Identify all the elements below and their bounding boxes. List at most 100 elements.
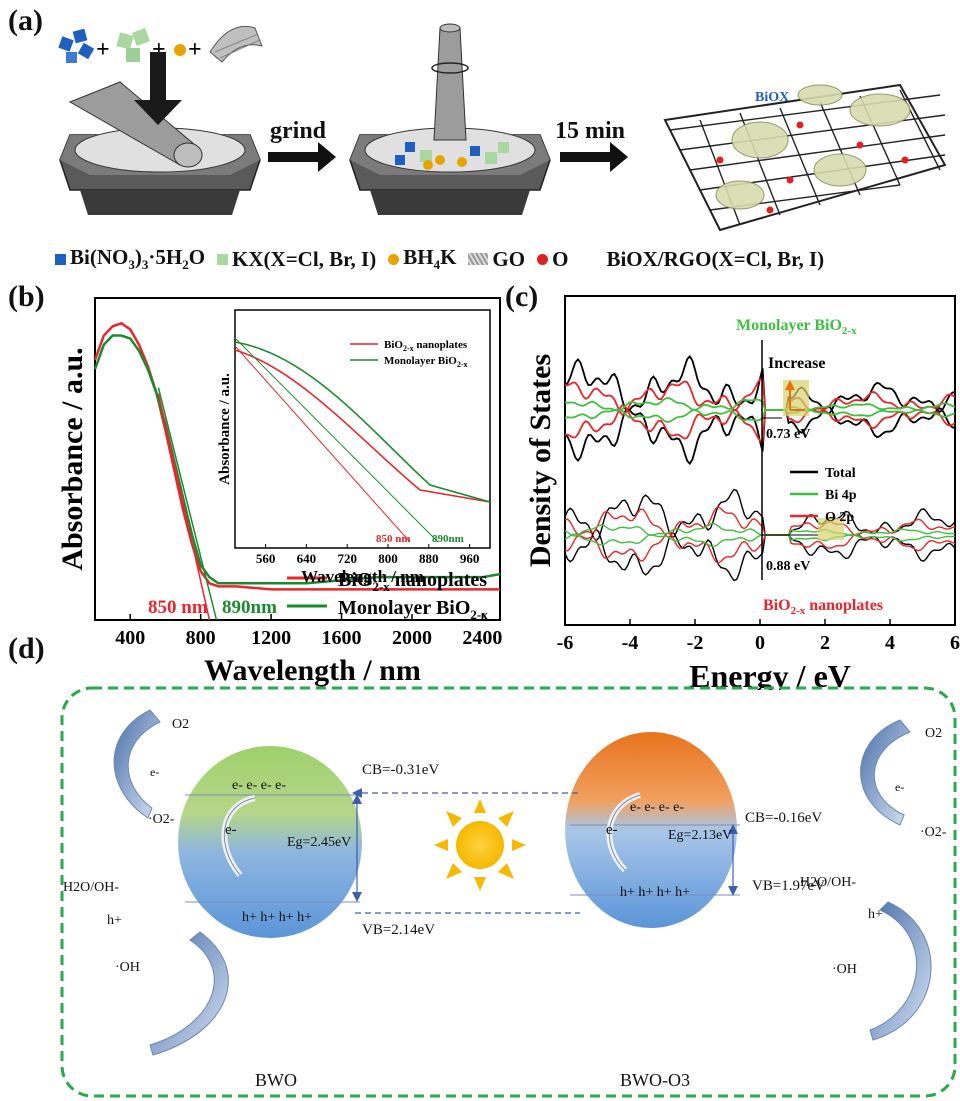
dos-bottom-down [564, 528, 956, 582]
gap-bottom-label: 0.88 eV [766, 559, 810, 574]
right-o2-label: O2 [925, 726, 943, 741]
x-tick-label: 2 [820, 632, 830, 654]
bwo-cb-label: CB=-0.31eV [362, 762, 440, 778]
top-material-label: Monolayer BiO2-x [736, 317, 857, 337]
x-tick-label: -2 [687, 632, 704, 654]
dos-top-down [564, 407, 956, 423]
right-o2-arrow-icon [860, 719, 911, 826]
inset-legend-mono: Monolayer BiO2-x [384, 355, 468, 369]
o-swatch-icon [537, 253, 549, 265]
panel-d-label: (d) [8, 632, 45, 665]
legend-label-nano: BiO2-x nanoplates [338, 569, 487, 594]
bi-swatch-icon [55, 253, 66, 265]
y-axis-label: Absorbance / a.u. [56, 347, 89, 570]
bwo-o3-eg-label: Eg=2.13eV [668, 828, 733, 843]
dashed-border [60, 686, 957, 1098]
increase-arrow-head [785, 380, 795, 390]
series-line [93, 334, 501, 585]
legend-o: O [552, 246, 569, 271]
panel-a-legend: Bi(NO3)3·5H2O KX(X=Cl, Br, I) BH4K GO O … [55, 245, 824, 273]
bwo-electrons: e- e- e- e- [232, 778, 287, 793]
bwo-holes: h+ h+ h+ h+ [242, 910, 313, 925]
left-e-label: e- [150, 765, 160, 779]
biox-label: BiOX [755, 90, 790, 105]
right-oh-arrow-icon [869, 901, 932, 1041]
dos-top-up [564, 377, 956, 416]
x-tick-label: 2400 [462, 627, 502, 649]
bwo-o3-electrons: e- e- e- e- [630, 800, 685, 815]
legend-label-mono: Monolayer BiO2-x [338, 597, 488, 622]
tangent-line [157, 393, 211, 621]
dos-bottom-down [564, 532, 956, 564]
dos-top-up [564, 397, 956, 413]
reactants: + + + [58, 26, 263, 63]
inset-edge-label: 850 nm [376, 533, 411, 545]
bwo-o3-holes: h+ h+ h+ h+ [620, 885, 691, 900]
bwo-particle [178, 746, 362, 938]
step-15min-label: 15 min [555, 118, 626, 144]
x-tick-label: 2000 [392, 627, 432, 649]
x-tick-label: -4 [622, 632, 639, 654]
plot-frame [564, 295, 956, 626]
dos-bottom-up [564, 488, 956, 542]
highlight-box-2 [818, 518, 844, 540]
panel-b-label: (b) [8, 280, 45, 313]
inset-x-axis-label: Wavelength / nm [301, 567, 424, 586]
increase-label: Increase [768, 355, 825, 372]
inset-x-tick-label: 800 [378, 551, 398, 566]
inset-series-nano [234, 349, 491, 503]
legend-bi: Bi(NO3)3·5H2O [70, 245, 206, 273]
legend-label: O 2p [825, 510, 854, 525]
left-hplus-label: h+ [107, 913, 122, 928]
y-axis-label: Density of States [524, 354, 557, 567]
x-tick-label: 1600 [322, 627, 362, 649]
x-tick-label: 1200 [251, 627, 291, 649]
bwo-eg-label: Eg=2.45eV [287, 835, 352, 850]
edge-label: 890nm [222, 597, 277, 618]
panel-c-chart: -6 -4 -2 0 2 4 6 Energy / eV Density of States Mo… [524, 295, 960, 690]
x-axis-label: Energy / eV [689, 658, 851, 690]
tangent-line [157, 387, 218, 621]
x-tick-label: 0 [755, 632, 765, 654]
bwo-o3-vb-label: VB=1.97eV [752, 878, 826, 894]
arrow-15min [560, 142, 628, 172]
rgo-sheet [663, 83, 947, 232]
left-h2o-label: H2O/OH- [63, 880, 119, 895]
inset-y-axis-label: Absorbance / a.u. [217, 373, 233, 485]
sun-icon [434, 799, 526, 891]
bh4k-swatch-icon [388, 253, 400, 265]
inset-frame [234, 309, 491, 549]
bwo-e-arrow-label: e- [225, 822, 237, 838]
inset-series-mono [234, 341, 491, 503]
x-tick-label: 400 [115, 627, 145, 649]
svg-text:+: + [96, 37, 110, 63]
step-grind-label: grind [270, 118, 327, 144]
svg-text:+: + [188, 37, 202, 63]
dos-bottom-up [564, 522, 956, 537]
go-swatch-icon [468, 253, 489, 266]
plot-frame [94, 297, 501, 621]
bwo-o3-cb-label: CB=-0.16eV [745, 810, 823, 826]
bwo-o3-particle [565, 732, 737, 928]
panel-b-chart: 400 800 1200 1600 2000 2400 Wavelength / nm Abs… [56, 297, 502, 687]
panel-a-schematic: + + + [58, 23, 947, 232]
series-line [93, 321, 500, 591]
inset-legend-nano: BiO2-x nanoplates [384, 339, 468, 353]
legend-bh4k: BH4K [403, 245, 457, 273]
inset-x-tick-label: 560 [256, 551, 276, 566]
bottom-material-label: BiO2-x nanoplates [763, 597, 883, 617]
left-o2-radical: ·O2- [148, 812, 175, 827]
legend-label: Bi 4p [825, 488, 857, 503]
mortar-2 [349, 23, 551, 215]
x-axis-label: Wavelength / nm [204, 654, 421, 687]
inset-edge-label: 890nm [432, 533, 464, 545]
right-hplus-label: h+ [868, 907, 883, 922]
x-tick-label: 800 [186, 627, 216, 649]
bwo-vb-label: VB=2.14eV [362, 922, 436, 938]
left-oh-arrow-icon [149, 931, 229, 1056]
right-o2-radical: ·O2- [920, 825, 947, 840]
mortar-1 [59, 52, 261, 215]
inset-x-tick-label: 960 [460, 551, 480, 566]
panel-c-label: (c) [505, 280, 539, 313]
